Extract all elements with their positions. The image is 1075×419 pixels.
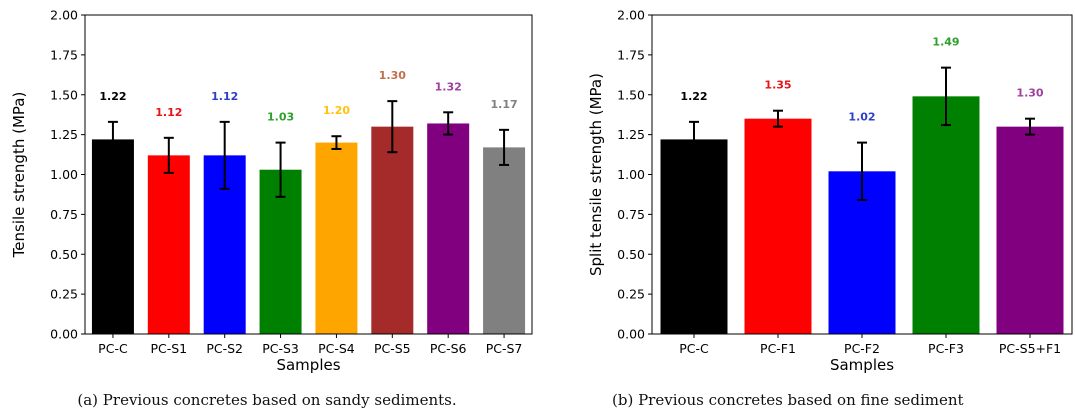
x-tick-label: PC-F3 bbox=[928, 341, 964, 356]
error-bar bbox=[387, 100, 398, 154]
data-label: 1.02 bbox=[848, 111, 875, 124]
data-label: 1.35 bbox=[764, 79, 791, 92]
bar bbox=[744, 118, 812, 334]
chart-sandy-sediments: Tensile strength (MPa) Samples 1.22 PC-C 1… bbox=[10, 8, 533, 374]
error-bar bbox=[163, 136, 174, 174]
y-tick-label: 0.50 bbox=[50, 247, 78, 262]
error-bar bbox=[689, 120, 699, 158]
plot-frame bbox=[84, 14, 533, 335]
x-tick-label: PC-C bbox=[679, 341, 709, 356]
y-tick-label: 0.00 bbox=[50, 327, 78, 342]
figure-caption-b: (b) Previous concretes based on fine sed… bbox=[612, 391, 964, 409]
x-axis-label: Samples bbox=[276, 356, 340, 374]
y-tick-label: 0.50 bbox=[617, 247, 645, 262]
data-label: 1.17 bbox=[490, 98, 517, 111]
x-axis-label: Samples bbox=[830, 356, 894, 374]
y-tick-label: 1.00 bbox=[50, 167, 78, 182]
y-tick-label: 1.50 bbox=[617, 87, 645, 102]
y-tick-label: 1.00 bbox=[617, 167, 645, 182]
data-label: 1.12 bbox=[155, 106, 182, 119]
x-tick-label: PC-F2 bbox=[844, 341, 880, 356]
error-bar bbox=[331, 135, 342, 150]
y-tick-label: 0.75 bbox=[50, 207, 78, 222]
data-label: 1.03 bbox=[267, 111, 294, 124]
bar bbox=[996, 126, 1064, 335]
plot-frame bbox=[651, 14, 1073, 335]
y-tick-label: 1.25 bbox=[50, 127, 78, 142]
data-label: 1.49 bbox=[932, 36, 959, 49]
data-label: 1.20 bbox=[323, 104, 350, 117]
error-bar bbox=[1025, 117, 1035, 136]
error-bar bbox=[857, 141, 867, 202]
error-bar bbox=[107, 120, 118, 158]
y-tick-label: 1.75 bbox=[50, 47, 78, 62]
y-tick-label: 1.50 bbox=[50, 87, 78, 102]
x-tick-label: PC-S1 bbox=[150, 341, 187, 356]
error-bar bbox=[275, 141, 286, 198]
bar bbox=[315, 142, 358, 334]
y-tick-label: 2.00 bbox=[617, 8, 645, 23]
error-bar bbox=[499, 128, 510, 166]
error-bar bbox=[443, 111, 454, 136]
y-tick-label: 2.00 bbox=[50, 8, 78, 23]
y-tick-label: 1.75 bbox=[617, 47, 645, 62]
bar bbox=[371, 126, 414, 335]
bar bbox=[660, 139, 728, 334]
x-tick-label: PC-S7 bbox=[486, 341, 523, 356]
y-tick-label: 0.25 bbox=[617, 287, 645, 302]
data-label: 1.12 bbox=[211, 90, 238, 103]
y-tick-label: 0.75 bbox=[617, 207, 645, 222]
x-tick-label: PC-C bbox=[98, 341, 128, 356]
x-tick-label: PC-S4 bbox=[318, 341, 355, 356]
chart-fine-sediments: Split tensile strength (MPa) Samples 1.2… bbox=[587, 8, 1073, 374]
x-tick-label: PC-S5 bbox=[374, 341, 411, 356]
error-bar bbox=[773, 109, 783, 128]
x-tick-label: PC-F1 bbox=[760, 341, 796, 356]
y-tick-label: 1.25 bbox=[617, 127, 645, 142]
y-tick-label: 0.25 bbox=[50, 287, 78, 302]
data-label: 1.22 bbox=[99, 90, 126, 103]
bar bbox=[91, 139, 134, 334]
y-tick-label: 0.00 bbox=[617, 327, 645, 342]
data-label: 1.32 bbox=[435, 80, 462, 93]
bar bbox=[147, 155, 190, 334]
bar bbox=[912, 96, 980, 334]
data-label: 1.22 bbox=[680, 90, 707, 103]
y-axis-label: Tensile strength (MPa) bbox=[10, 92, 28, 259]
x-tick-label: PC-S3 bbox=[262, 341, 299, 356]
error-bar bbox=[219, 120, 230, 190]
error-bar bbox=[941, 66, 951, 127]
data-label: 1.30 bbox=[379, 69, 406, 82]
x-tick-label: PC-S5+F1 bbox=[999, 341, 1061, 356]
bar bbox=[483, 147, 526, 334]
x-tick-label: PC-S2 bbox=[206, 341, 243, 356]
bar bbox=[427, 123, 470, 335]
y-axis-label: Split tensile strength (MPa) bbox=[587, 73, 605, 276]
data-label: 1.30 bbox=[1016, 87, 1043, 100]
figure-caption-a: (a) Previous concretes based on sandy se… bbox=[77, 391, 457, 409]
x-tick-label: PC-S6 bbox=[430, 341, 467, 356]
